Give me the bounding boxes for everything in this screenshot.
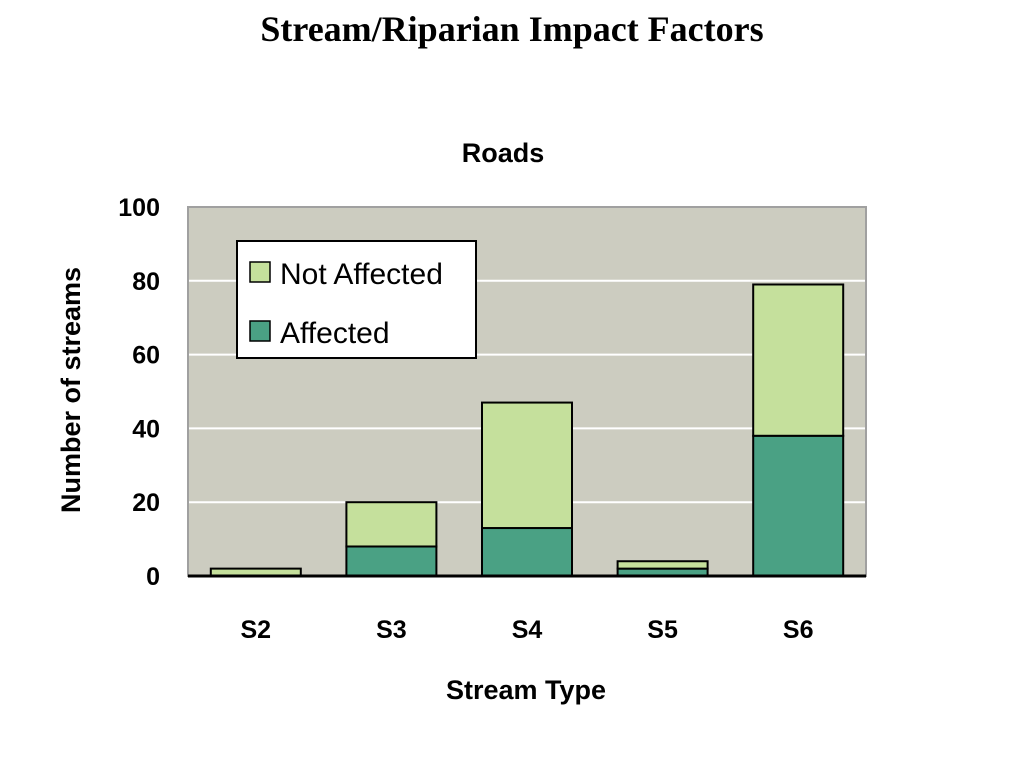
y-tick-label: 40 xyxy=(132,415,160,443)
legend: Not Affected Affected xyxy=(236,240,477,359)
bar-s3-not-affected xyxy=(345,501,438,548)
legend-swatch xyxy=(249,320,271,342)
bar-s5-not-affected xyxy=(616,560,709,570)
bar-s4-affected xyxy=(481,527,573,578)
x-tick-labels: S2 S3 S4 S5 S6 xyxy=(241,616,814,644)
bar-s6-affected xyxy=(752,434,845,577)
chart-title: Roads xyxy=(462,138,545,168)
x-tick-label: S2 xyxy=(241,616,272,644)
legend-box xyxy=(236,240,477,359)
y-axis-label: Number of streams xyxy=(56,267,86,513)
y-tick-labels: 0 20 40 60 80 100 xyxy=(118,194,160,591)
x-tick-label: S5 xyxy=(647,616,678,644)
legend-label: Affected xyxy=(280,317,390,350)
legend-swatch xyxy=(249,261,271,283)
x-tick-label: S6 xyxy=(783,616,814,644)
slide-title: Stream/Riparian Impact Factors xyxy=(260,9,764,49)
bar-s3-affected xyxy=(345,545,438,577)
x-tick-label: S3 xyxy=(376,616,407,644)
bars xyxy=(209,283,845,578)
bar-s6-not-affected xyxy=(752,283,845,437)
bar-s4-not-affected xyxy=(481,401,573,530)
y-tick-label: 0 xyxy=(146,563,160,591)
y-tick-label: 20 xyxy=(132,489,160,517)
x-axis-label: Stream Type xyxy=(446,675,606,705)
y-tick-label: 60 xyxy=(132,342,160,370)
y-tick-label: 80 xyxy=(132,268,160,296)
y-tick-label: 100 xyxy=(118,194,160,222)
legend-label: Not Affected xyxy=(280,258,443,291)
x-tick-label: S4 xyxy=(512,616,543,644)
